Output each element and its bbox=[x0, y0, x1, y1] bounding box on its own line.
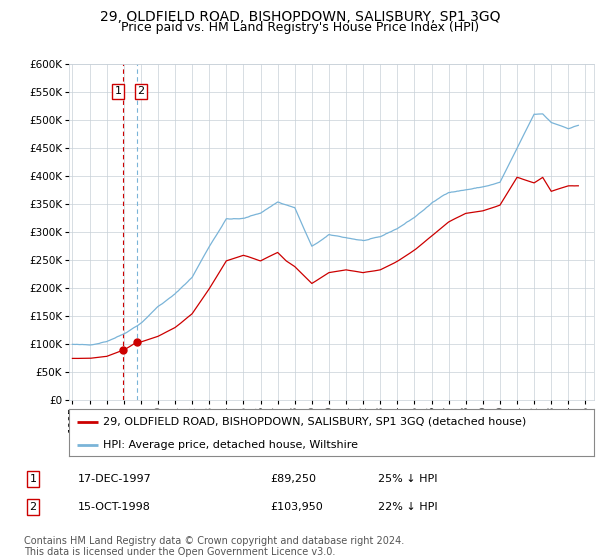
Text: 1: 1 bbox=[29, 474, 37, 484]
Text: £89,250: £89,250 bbox=[270, 474, 316, 484]
Text: 2: 2 bbox=[29, 502, 37, 512]
Text: HPI: Average price, detached house, Wiltshire: HPI: Average price, detached house, Wilt… bbox=[103, 440, 358, 450]
Text: 29, OLDFIELD ROAD, BISHOPDOWN, SALISBURY, SP1 3GQ: 29, OLDFIELD ROAD, BISHOPDOWN, SALISBURY… bbox=[100, 10, 500, 24]
Text: 22% ↓ HPI: 22% ↓ HPI bbox=[378, 502, 437, 512]
Text: 17-DEC-1997: 17-DEC-1997 bbox=[78, 474, 152, 484]
Text: 1: 1 bbox=[115, 86, 122, 96]
Text: Price paid vs. HM Land Registry's House Price Index (HPI): Price paid vs. HM Land Registry's House … bbox=[121, 21, 479, 34]
Text: 2: 2 bbox=[137, 86, 145, 96]
Text: £103,950: £103,950 bbox=[270, 502, 323, 512]
Text: 25% ↓ HPI: 25% ↓ HPI bbox=[378, 474, 437, 484]
Text: 15-OCT-1998: 15-OCT-1998 bbox=[78, 502, 151, 512]
Text: 29, OLDFIELD ROAD, BISHOPDOWN, SALISBURY, SP1 3GQ (detached house): 29, OLDFIELD ROAD, BISHOPDOWN, SALISBURY… bbox=[103, 417, 526, 427]
Text: Contains HM Land Registry data © Crown copyright and database right 2024.
This d: Contains HM Land Registry data © Crown c… bbox=[24, 535, 404, 557]
